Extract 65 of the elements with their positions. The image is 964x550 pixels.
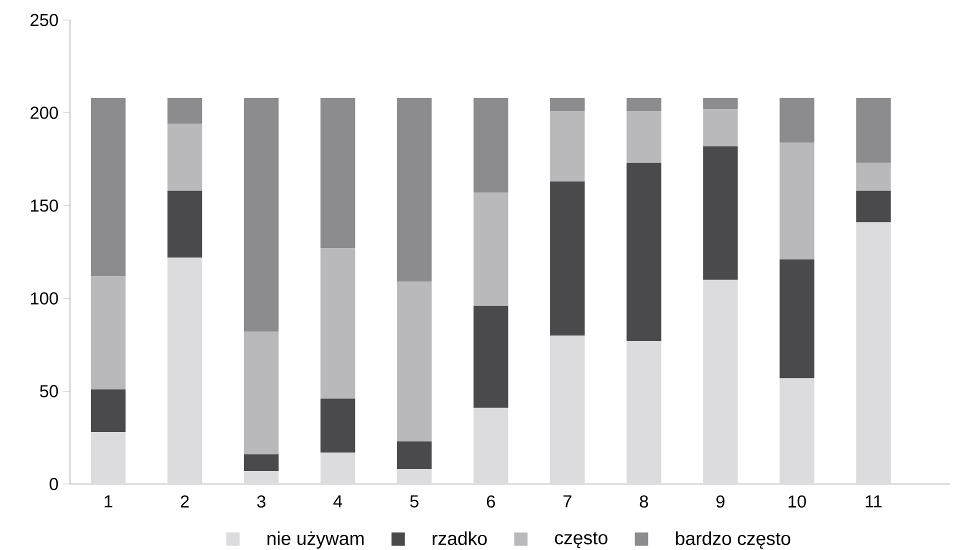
bar — [626, 98, 662, 111]
x-tick-label: 1 — [104, 495, 112, 508]
legend-label: rzadko — [432, 531, 487, 546]
y-tick-label: 250 — [30, 14, 58, 26]
bar — [703, 98, 738, 110]
bar — [397, 98, 432, 282]
bar — [550, 336, 585, 484]
bar — [167, 98, 202, 124]
bar — [780, 378, 814, 484]
bar — [167, 124, 202, 191]
x-tick-label: 7 — [563, 495, 572, 508]
bar — [703, 146, 738, 280]
x-tick-label: 8 — [640, 495, 648, 508]
bar — [90, 276, 126, 390]
bar — [626, 162, 662, 342]
bar — [550, 110, 585, 182]
bar — [244, 471, 279, 484]
legend-label: nie używam — [268, 531, 364, 549]
y-tick-label: 0 — [50, 478, 58, 490]
legend-label: bardzo często — [676, 531, 790, 549]
x-tick-label: 11 — [866, 495, 882, 508]
bar — [474, 408, 508, 484]
bar — [244, 332, 279, 454]
bar — [780, 259, 814, 378]
x-tick-label: 4 — [333, 495, 342, 508]
bar — [474, 98, 508, 193]
bar — [244, 98, 279, 332]
bar — [856, 98, 891, 163]
x-tick-label: 9 — [716, 495, 724, 508]
bar — [550, 98, 585, 111]
bar — [320, 98, 356, 248]
bar — [703, 109, 738, 146]
legend-label: często — [555, 532, 608, 548]
bar — [320, 248, 356, 399]
bar — [626, 341, 662, 484]
bar — [856, 222, 891, 484]
bar — [90, 432, 126, 484]
bar — [856, 162, 891, 191]
bar — [90, 98, 126, 276]
bar — [90, 389, 126, 432]
bar — [397, 441, 432, 470]
bar — [780, 98, 814, 142]
x-tick-label: 2 — [180, 495, 189, 508]
x-tick-label: 10 — [788, 495, 806, 508]
bar — [550, 181, 585, 336]
bar — [397, 282, 432, 442]
bar — [397, 469, 432, 484]
y-tick-label: 150 — [31, 199, 58, 212]
bar — [626, 110, 662, 163]
bar — [244, 454, 279, 472]
x-tick-label: 5 — [410, 495, 418, 508]
x-tick-label: 3 — [257, 495, 266, 508]
bar — [474, 192, 508, 306]
y-tick-label: 50 — [40, 385, 58, 398]
bar — [320, 398, 356, 452]
bar — [167, 190, 202, 258]
bar — [703, 280, 738, 484]
bar — [320, 452, 356, 484]
x-tick-label: 6 — [486, 495, 495, 508]
bar — [856, 190, 891, 222]
y-tick-label: 200 — [30, 106, 58, 119]
y-tick-label: 100 — [31, 292, 58, 305]
bar — [474, 306, 508, 408]
bar — [167, 258, 202, 484]
bar — [780, 142, 814, 260]
